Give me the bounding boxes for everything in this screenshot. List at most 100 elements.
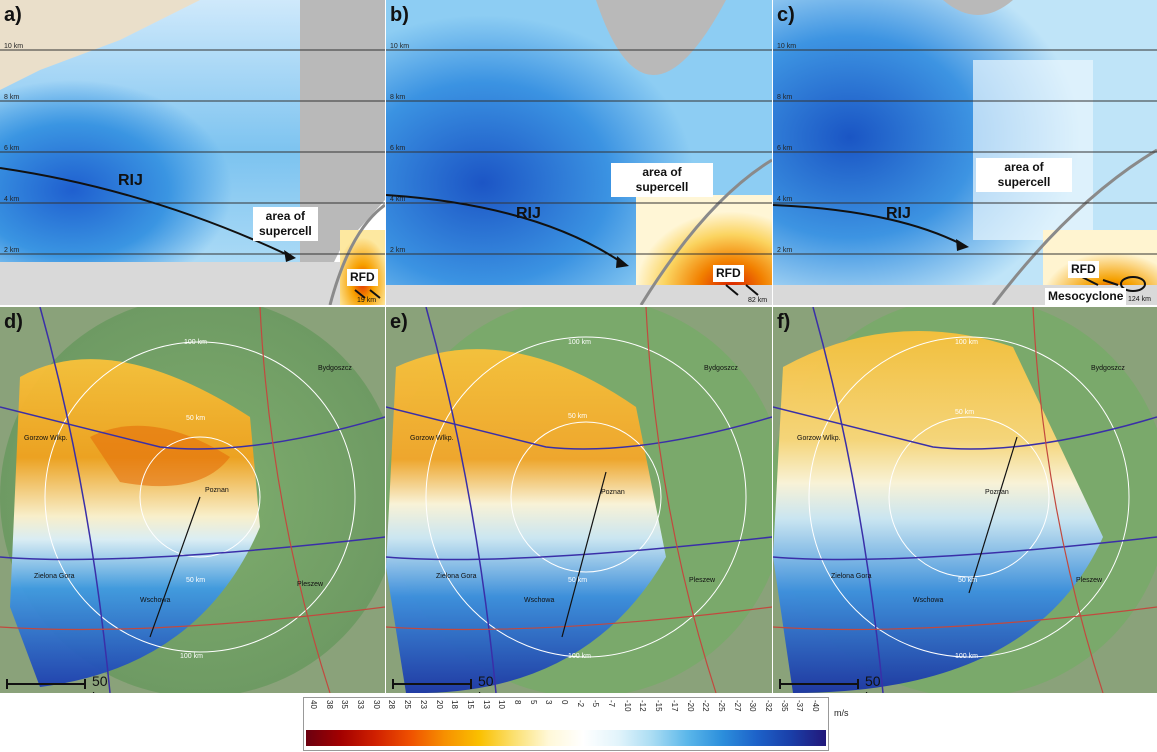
range-ring-label: 50 km [958, 577, 978, 584]
range-ring-label: 100 km [568, 653, 591, 660]
city-label-bydgoszcz: Bydgoszcz [704, 365, 738, 372]
colorbar-tick-label: 25 [403, 700, 413, 709]
colorbar-tick-label: 8 [512, 700, 522, 705]
colorbar-tick-label: -12 [638, 700, 648, 712]
cross-section-c-image [773, 0, 1157, 305]
colorbar-tick-label: 3 [544, 700, 554, 705]
city-label-wschowa: Wschowa [913, 597, 944, 604]
colorbar-tick-label: -17 [669, 700, 679, 712]
velocity-colorbar: 40 38 35 33 30 28 25 23 20 18 15 13 10 8 5 3 0 -2 -5 -7 -10-… [303, 697, 849, 751]
radar-map-panel-e: e) Gorzow Wlkp. Poznan Bydgoszcz Zielona… [386, 307, 772, 693]
rfd-label: RFD [1068, 261, 1099, 278]
colorbar-tick-label: 23 [418, 700, 428, 709]
city-label-wschowa: Wschowa [140, 597, 171, 604]
rfd-label: RFD [713, 265, 744, 282]
height-label-4km: 4 km [4, 196, 20, 203]
cross-section-panel-c: c) 10 km 8 km 6 km 4 km 2 km RIJ area of… [773, 0, 1157, 305]
range-ring-label: 100 km [180, 653, 203, 660]
city-label-wschowa: Wschowa [524, 597, 555, 604]
city-label-pleszew: Pleszew [689, 577, 716, 584]
height-label-10km: 10 km [390, 43, 410, 50]
colorbar-tick-label: -20 [685, 700, 695, 712]
scale-bar-label: 50 km [478, 673, 497, 693]
city-label-gorzow: Gorzow Wlkp. [410, 435, 454, 442]
radar-map-f-image [773, 307, 1157, 693]
colorbar-tick-label: 30 [371, 700, 381, 709]
city-label-zielona-gora: Zielona Gora [34, 573, 75, 580]
colorbar-tick-label: -25 [716, 700, 726, 712]
city-label-gorzow: Gorzow Wlkp. [797, 435, 841, 442]
range-ring-label: 100 km [955, 653, 978, 660]
colorbar-tick-label: 40 [309, 700, 318, 709]
colorbar-tick-label: 15 [465, 700, 475, 709]
height-label-4km: 4 km [777, 196, 793, 203]
panel-label-f: f) [777, 311, 791, 333]
colorbar-tick-label: -37 [795, 700, 805, 712]
rij-label: RIJ [886, 205, 911, 222]
range-label: 82 km [748, 297, 768, 304]
radar-map-e-image [386, 307, 772, 693]
colorbar-ticks: 40 38 35 33 30 28 25 23 20 18 15 13 10 8 5 3 0 -2 -5 -7 -10-… [304, 700, 828, 722]
colorbar-tick-label: 18 [450, 700, 460, 709]
height-label-6km: 6 km [390, 145, 406, 152]
radar-map-panel-d: d) Gorzow Wlkp. Poznan Bydgoszcz Zielona… [0, 307, 385, 693]
height-label-2km: 2 km [4, 247, 20, 254]
colorbar-tick-label: 28 [387, 700, 397, 709]
colorbar-tick-label: -32 [763, 700, 773, 712]
colorbar-tick-label: -15 [654, 700, 664, 712]
colorbar-tick-label: 13 [481, 700, 491, 709]
cross-section-b-image [386, 0, 772, 305]
city-label-poznan: Poznan [985, 489, 1009, 496]
rij-label: RIJ [118, 172, 143, 189]
city-label-poznan: Poznan [205, 487, 229, 494]
height-label-8km: 8 km [390, 94, 406, 101]
colorbar-tick-label: 10 [497, 700, 507, 709]
range-label: 19 km [357, 297, 377, 304]
colorbar-tick-label: -40 [811, 700, 820, 712]
range-ring-label: 50 km [186, 577, 206, 584]
city-label-gorzow: Gorzow Wlkp. [24, 435, 68, 442]
radar-map-d-image [0, 307, 385, 693]
cross-section-panel-a: a) 10 km 8 km 6 km 4 km 2 km RIJ area of… [0, 0, 385, 305]
range-ring-label: 100 km [568, 339, 591, 346]
supercell-label: area of supercell [976, 158, 1072, 192]
rfd-label: RFD [347, 269, 378, 286]
colorbar-tick-label: 38 [324, 700, 334, 709]
range-ring-label: 50 km [568, 413, 588, 420]
colorbar-tick-label: -7 [607, 700, 617, 708]
height-label-10km: 10 km [4, 43, 24, 50]
colorbar-tick-label: -2 [575, 700, 585, 708]
height-label-6km: 6 km [4, 145, 20, 152]
colorbar-tick-label: 5 [528, 700, 538, 705]
height-label-10km: 10 km [777, 43, 797, 50]
range-ring-label: 50 km [186, 415, 206, 422]
colorbar-tick-label: -22 [701, 700, 711, 712]
panel-label-a: a) [4, 4, 22, 26]
range-ring-label: 100 km [955, 339, 978, 346]
colorbar-gradient [306, 730, 826, 746]
radar-map-panel-f: f) Gorzow Wlkp. Poznan Bydgoszcz Zielona… [773, 307, 1157, 693]
colorbar-tick-label: -30 [748, 700, 758, 712]
colorbar-tick-label: 33 [356, 700, 366, 709]
colorbar-tick-label: 35 [340, 700, 350, 709]
height-label-6km: 6 km [777, 145, 793, 152]
supercell-label: area of supercell [611, 163, 713, 197]
height-label-8km: 8 km [777, 94, 793, 101]
mesocyclone-label: Mesocyclone [1045, 288, 1127, 305]
city-label-bydgoszcz: Bydgoszcz [318, 365, 352, 372]
city-label-zielona-gora: Zielona Gora [436, 573, 477, 580]
height-label-2km: 2 km [390, 247, 406, 254]
rij-label: RIJ [516, 205, 541, 222]
panel-label-d: d) [4, 311, 23, 333]
colorbar-tick-label: -35 [779, 700, 789, 712]
city-label-poznan: Poznan [601, 489, 625, 496]
panel-label-e: e) [390, 311, 408, 333]
colorbar-tick-label: 20 [434, 700, 444, 709]
range-ring-label: 50 km [955, 409, 975, 416]
panel-label-b: b) [390, 4, 409, 26]
range-label: 124 km [1128, 296, 1151, 303]
scale-bar-label: 50 km [92, 673, 111, 693]
colorbar-tick-label: 0 [560, 700, 569, 705]
colorbar-tick-label: -27 [732, 700, 742, 712]
panel-label-c: c) [777, 4, 795, 26]
